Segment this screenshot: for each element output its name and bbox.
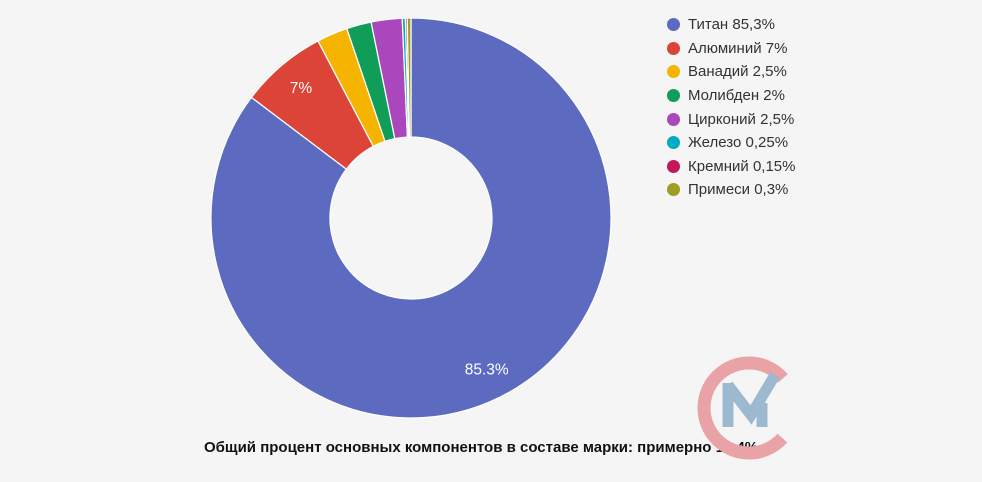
legend-item-label: Молибден 2% <box>688 87 785 105</box>
legend-color-dot <box>667 136 680 150</box>
legend-item-label: Титан 85,3% <box>688 16 775 34</box>
legend-item-label: Алюминий 7% <box>688 39 788 57</box>
legend-item-7[interactable]: Примеси 0,3% <box>667 178 795 202</box>
logo-c-ring <box>697 356 801 460</box>
legend-color-dot <box>667 112 680 126</box>
pie-slice-7[interactable] <box>406 17 412 138</box>
slice-label-1: 7% <box>290 80 313 97</box>
slice-label-0: 85.3% <box>465 362 509 379</box>
legend-item-4[interactable]: Цирконий 2,5% <box>667 107 795 131</box>
legend-item-label: Кремний 0,15% <box>688 157 796 175</box>
pie-slices-group <box>210 17 612 419</box>
legend-item-1[interactable]: Алюминий 7% <box>667 37 795 61</box>
logo-m-checkmark <box>722 372 780 427</box>
pie-slice-0[interactable] <box>210 17 612 419</box>
legend-item-6[interactable]: Кремний 0,15% <box>667 155 795 179</box>
legend-item-5[interactable]: Железо 0,25% <box>667 131 795 155</box>
legend-color-dot <box>667 89 680 103</box>
chart-caption: Общий процент основных компонентов в сос… <box>204 439 759 456</box>
legend-item-3[interactable]: Молибден 2% <box>667 84 795 108</box>
legend-item-label: Ванадий 2,5% <box>688 63 787 81</box>
legend-item-2[interactable]: Ванадий 2,5% <box>667 60 795 84</box>
pie-slice-labels-group: 85.3% 7% <box>290 80 509 379</box>
legend-color-dot <box>667 18 680 32</box>
legend-color-dot <box>667 159 680 173</box>
cm-watermark-logo <box>697 356 801 460</box>
legend-item-label: Железо 0,25% <box>688 134 789 152</box>
legend-color-dot <box>667 41 680 55</box>
legend: Титан 85,3% Алюминий 7% Ванадий 2,5% Молибд… <box>667 13 795 202</box>
legend-item-label: Цирконий 2,5% <box>688 110 795 128</box>
legend-item-0[interactable]: Титан 85,3% <box>667 13 795 37</box>
legend-color-dot <box>667 183 680 197</box>
legend-item-label: Примеси 0,3% <box>688 181 789 199</box>
legend-color-dot <box>667 65 680 79</box>
